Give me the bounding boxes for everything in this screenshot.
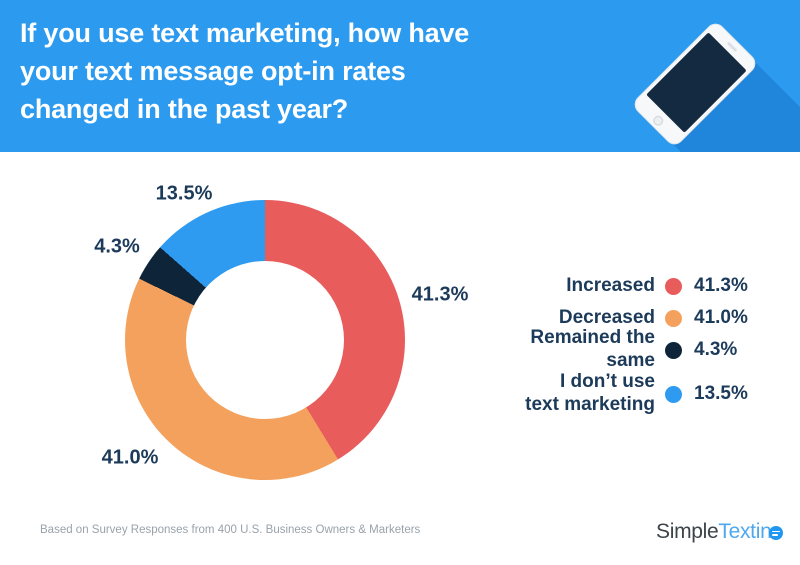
question-title: If you use text marketing, how have your… (20, 14, 469, 128)
chart-legend: Increased 41.3% Decreased 41.0% Remained… (500, 270, 756, 422)
phone-home-button (651, 113, 666, 128)
legend-value: 41.0% (694, 307, 748, 328)
source-note: Based on Survey Responses from 400 U.S. … (40, 524, 421, 536)
legend-row-increased: Increased 41.3% (500, 270, 756, 302)
slice-label-decreased: 41.0% (101, 446, 159, 469)
phone-illustration (630, 19, 800, 152)
question-title-line3: changed in the past year? (20, 94, 349, 124)
donut-hole (186, 261, 344, 419)
legend-dot-red (665, 277, 682, 295)
simpletexting-logo: SimpleTextin (656, 520, 784, 544)
legend-value: 4.3% (694, 339, 738, 360)
legend-row-decreased: Decreased 41.0% (500, 302, 756, 334)
question-title-line1: If you use text marketing, how have (20, 18, 470, 48)
donut-chart (125, 200, 405, 480)
slice-label-dont-use: 13.5% (155, 182, 213, 205)
legend-row-remained: Remained the same 4.3% (500, 327, 756, 371)
header-banner: If you use text marketing, how have your… (0, 0, 800, 152)
logo-text-simple: Simple (656, 520, 719, 543)
slice-label-remained: 4.3% (94, 235, 140, 258)
legend-value: 41.3% (694, 275, 748, 296)
phone-speaker (726, 41, 738, 53)
legend-dot-blue (665, 385, 682, 403)
legend-label: Decreased (558, 306, 655, 328)
legend-label: Increased (566, 274, 655, 296)
legend-dot-orange (665, 309, 682, 327)
question-title-line2: your text message opt-in rates (20, 56, 406, 86)
legend-dot-navy (665, 341, 682, 359)
legend-label: I don’t use text marketing (525, 371, 655, 415)
legend-row-dont-use: I don’t use text marketing 13.5% (500, 366, 756, 422)
slice-label-increased: 41.3% (411, 283, 469, 306)
legend-label: Remained the same (530, 327, 655, 371)
logo-text-texting: Textin (718, 520, 772, 543)
chat-bubble-icon (769, 526, 784, 540)
legend-value: 13.5% (694, 383, 748, 404)
